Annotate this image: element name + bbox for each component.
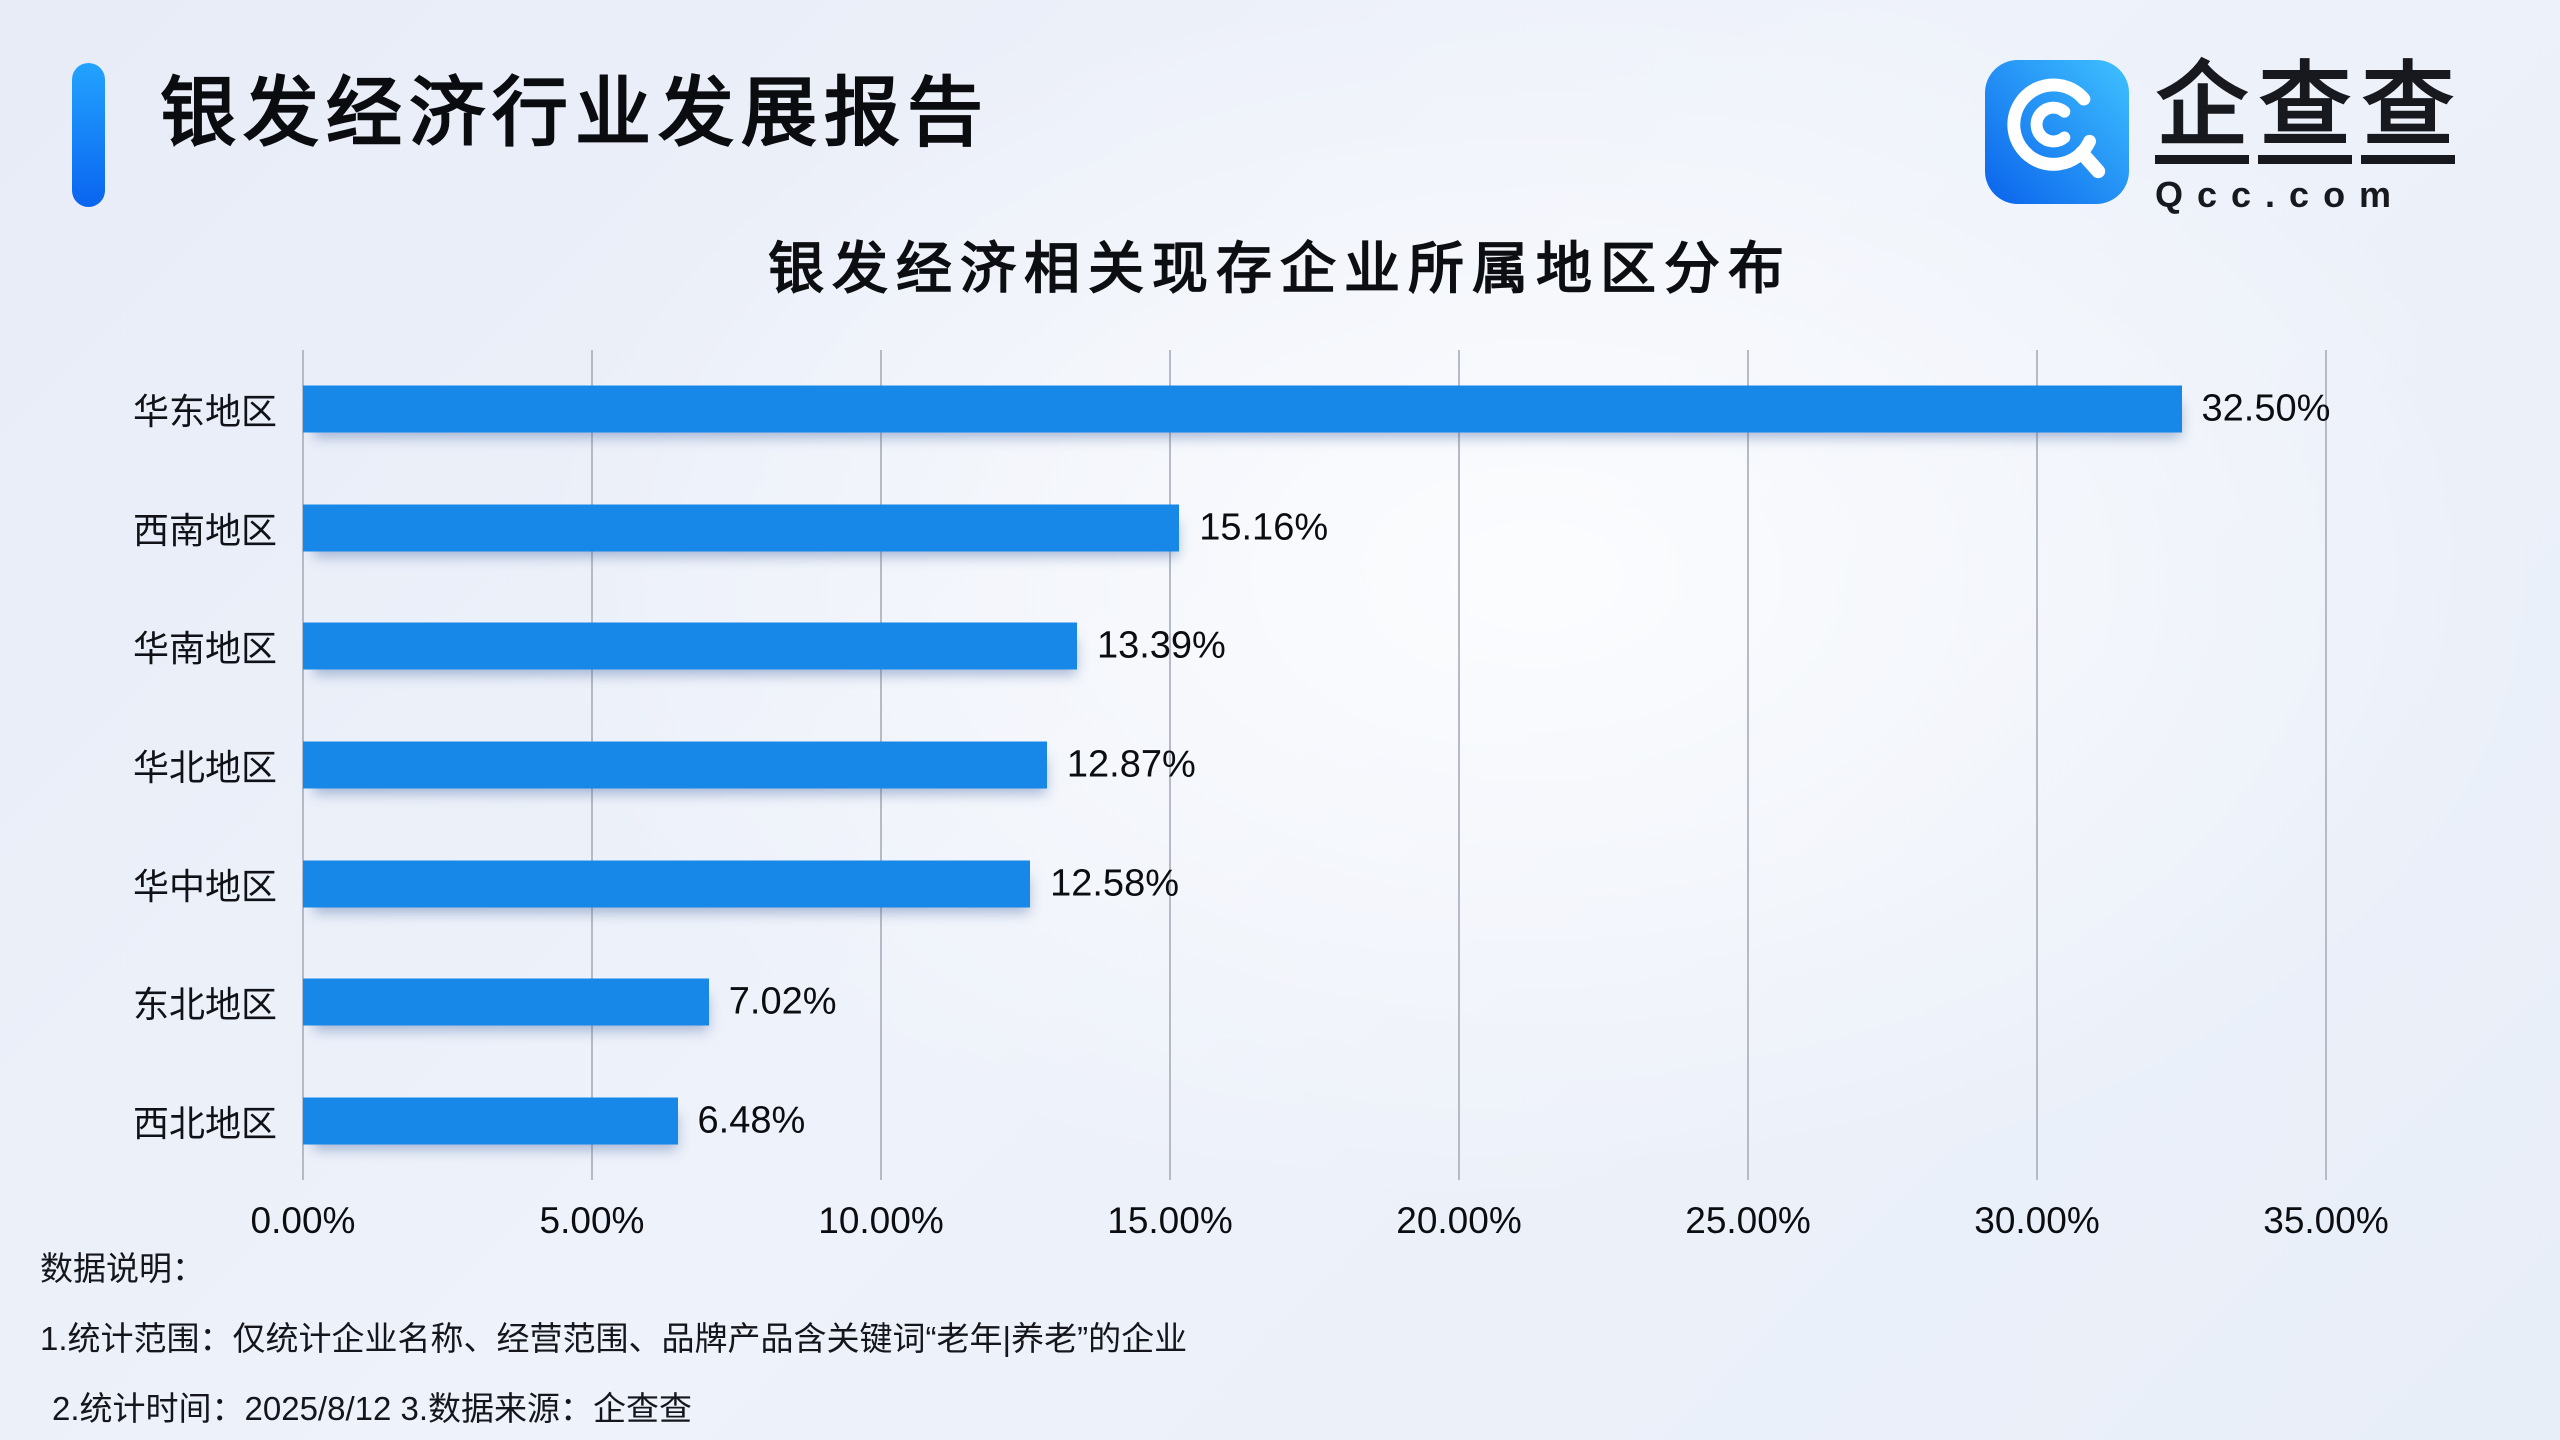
bar (303, 1097, 678, 1145)
x-tick-label: 0.00% (250, 1200, 356, 1241)
bar (303, 741, 1047, 789)
category-label: 西北地区 (132, 1102, 277, 1144)
x-tick-label: 15.00% (1107, 1200, 1233, 1241)
value-label: 6.48% (697, 1099, 806, 1142)
bar-row: 东北地区 7.02% (133, 943, 2326, 1062)
category-label: 东北地区 (132, 984, 277, 1026)
bar (303, 504, 1180, 552)
value-label: 32.50% (2201, 387, 2331, 430)
bar (303, 978, 709, 1026)
category-label: 西南地区 (132, 509, 277, 551)
brand-wordmark: 企 查 查 Qcc.com (2155, 59, 2456, 216)
gridline (1458, 350, 1460, 1180)
brand-char: 查 (2361, 59, 2456, 164)
title-accent-bar (72, 63, 105, 207)
brand-char: 企 (2155, 59, 2250, 164)
x-tick-label: 5.00% (539, 1200, 645, 1241)
brand-domain: Qcc.com (2155, 173, 2406, 215)
category-label: 华东地区 (132, 391, 277, 433)
bar-row: 西南地区 15.16% (133, 469, 2326, 588)
gridline (1747, 350, 1749, 1180)
note-line-2: 2.统计时间：2025/8/12 3.数据来源：企查查 (52, 1390, 693, 1427)
bar (303, 622, 1077, 670)
gridline (2325, 350, 2327, 1180)
x-tick-label: 35.00% (2263, 1200, 2389, 1241)
category-label: 华南地区 (132, 628, 277, 670)
bar (303, 860, 1031, 908)
x-tick-label: 20.00% (1396, 1200, 1522, 1241)
brand-logo: 企 查 查 Qcc.com (1985, 59, 2456, 216)
chart-title: 银发经济相关现存企业所属地区分布 (768, 237, 1792, 300)
qcc-app-icon (1985, 60, 2129, 204)
x-tick-label: 25.00% (1685, 1200, 1811, 1241)
value-label: 13.39% (1096, 624, 1226, 667)
notes-heading: 数据说明： (40, 1250, 205, 1287)
gridline (1169, 350, 1171, 1180)
category-label: 华北地区 (132, 747, 277, 789)
report-title: 银发经济行业发展报告 (160, 71, 990, 156)
value-label: 12.58% (1050, 862, 1179, 905)
value-label: 7.02% (728, 980, 837, 1023)
bar-rows: 华东地区 32.50% 西南地区 15.16% 华南地区 13.39% 华北地区 12.87%… (133, 350, 2330, 1180)
value-label: 15.16% (1199, 506, 1329, 549)
x-tick-label: 10.00% (818, 1200, 944, 1241)
note-line-1: 1.统计范围：仅统计企业名称、经营范围、品牌产品含关键词“老年|养老”的企业 (40, 1320, 1188, 1357)
category-label: 华中地区 (132, 865, 277, 907)
brand-char: 查 (2258, 59, 2353, 164)
bar-row: 西北地区 6.48% (133, 1061, 2326, 1180)
brand-name-cn: 企 查 查 (2155, 59, 2456, 164)
value-label: 12.87% (1066, 743, 1196, 786)
bar-row: 华中地区 12.58% (133, 824, 2326, 943)
bar-row: 华南地区 13.39% (133, 587, 2326, 706)
data-notes: 数据说明： 1.统计范围：仅统计企业名称、经营范围、品牌产品含关键词“老年|养老… (40, 1234, 1187, 1440)
bar-row: 华北地区 12.87% (133, 706, 2326, 825)
bar (303, 385, 2182, 433)
bar-chart: 华东地区 32.50% 西南地区 15.16% 华南地区 13.39% 华北地区 12.87%… (133, 350, 2389, 1241)
gridline (2036, 350, 2038, 1180)
x-axis-ticks: 0.00% 5.00% 10.00% 15.00% 20.00% 25.00% 30.00%… (251, 1200, 2389, 1250)
bar-row: 华东地区 32.50% (133, 350, 2330, 469)
x-tick-label: 30.00% (1974, 1200, 2100, 1241)
